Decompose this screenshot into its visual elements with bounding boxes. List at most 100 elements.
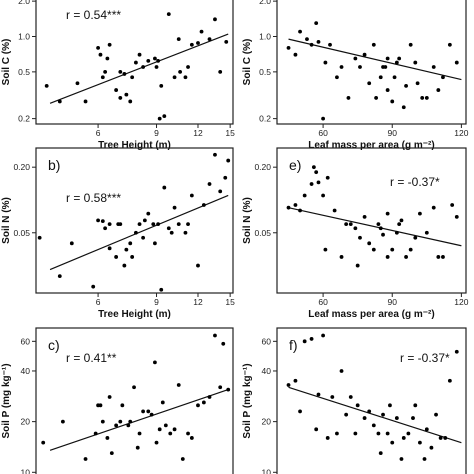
data-point — [346, 96, 351, 100]
data-point — [454, 349, 459, 354]
data-point — [166, 226, 171, 231]
data-point — [180, 457, 185, 461]
data-point — [378, 226, 383, 231]
data-point — [176, 383, 181, 387]
data-point — [443, 436, 448, 440]
correlation-label: r = 0.54*** — [66, 8, 121, 22]
data-point — [213, 17, 217, 22]
data-point — [424, 230, 429, 235]
data-point — [114, 255, 119, 259]
correlation-label: r = -0.37* — [390, 175, 440, 189]
data-point — [325, 436, 330, 440]
data-point — [128, 99, 133, 104]
x-axis-label: Tree Height (m) — [98, 140, 171, 151]
data-point — [160, 400, 165, 405]
data-point — [321, 116, 325, 121]
data-point — [118, 419, 123, 424]
data-point — [293, 203, 298, 207]
data-point — [293, 378, 298, 383]
data-point — [107, 222, 112, 227]
data-point — [358, 65, 362, 69]
data-point — [415, 81, 420, 86]
data-point — [309, 337, 314, 341]
data-point — [207, 37, 212, 42]
data-point — [321, 333, 325, 338]
x-tick-label: 90 — [388, 297, 398, 307]
data-point — [328, 42, 332, 47]
data-point — [401, 436, 406, 440]
data-point — [450, 203, 455, 207]
x-tick-label: 6 — [96, 128, 101, 138]
data-point — [309, 42, 314, 47]
data-point — [335, 431, 339, 436]
x-tick-label: 60 — [318, 297, 328, 307]
data-point — [128, 241, 133, 246]
data-point — [399, 457, 404, 461]
data-point — [105, 436, 110, 440]
data-point — [109, 451, 114, 456]
y-tick-label: 10 — [21, 467, 31, 474]
data-point — [149, 412, 154, 417]
data-point — [189, 436, 194, 440]
data-point — [172, 75, 177, 80]
data-point — [162, 114, 167, 119]
data-point — [454, 60, 459, 65]
data-point — [114, 423, 119, 428]
data-point — [399, 218, 404, 223]
data-point — [218, 189, 223, 194]
y-tick-label: 0.5 — [18, 67, 30, 77]
data-point — [201, 203, 206, 207]
data-point — [218, 69, 223, 74]
data-point — [75, 81, 80, 86]
data-point — [60, 419, 65, 424]
data-point — [371, 423, 376, 428]
data-point — [130, 75, 135, 80]
x-axis-label: Tree Height (m) — [98, 309, 171, 320]
data-point — [107, 42, 112, 47]
plot-frame — [276, 327, 467, 474]
y-axis-label: Soil P (mg kg⁻¹) — [1, 363, 12, 438]
data-point — [154, 65, 159, 69]
data-point — [151, 222, 156, 227]
data-point — [196, 41, 200, 45]
panel-f: 10 20 40 60 Soil P (mg kg⁻¹) f) r = -0.37* — [242, 327, 467, 474]
x-tick-label: 120 — [454, 297, 468, 307]
panel-label: c) — [48, 337, 60, 353]
y-axis-label: Soil P (mg kg⁻¹) — [242, 363, 253, 438]
data-point — [332, 208, 337, 213]
data-point — [390, 99, 395, 104]
data-point — [83, 457, 88, 461]
data-point — [157, 427, 162, 432]
data-point — [153, 241, 157, 246]
data-point — [447, 42, 452, 47]
data-point — [431, 205, 436, 210]
data-point — [434, 412, 438, 417]
data-point — [397, 56, 402, 61]
correlation-label: r = -0.37* — [400, 351, 450, 365]
x-tick-label: 120 — [454, 128, 468, 138]
data-point — [168, 431, 173, 436]
data-point — [302, 339, 307, 344]
data-point — [128, 419, 133, 424]
panel-d: 0.2 0.5 1.0 2.0 60 90 120 Leaf mass per area (g… — [242, 0, 469, 151]
regression-line — [288, 386, 462, 444]
y-tick-label: 0.5 — [259, 67, 271, 77]
data-point — [362, 416, 367, 420]
data-point — [122, 72, 127, 76]
data-point — [293, 52, 298, 57]
data-point — [404, 255, 408, 259]
data-point — [344, 222, 349, 227]
data-point — [411, 416, 415, 420]
data-point — [103, 226, 108, 231]
y-axis-label: Soil N (%) — [242, 197, 253, 244]
data-point — [37, 235, 42, 240]
data-point — [107, 395, 112, 399]
y-axis-label: Soil C (%) — [242, 39, 253, 86]
regression-line — [288, 38, 462, 81]
x-tick-label: 12 — [193, 128, 203, 138]
data-point — [183, 75, 188, 80]
data-point — [98, 403, 103, 408]
regression-line — [49, 389, 229, 451]
data-point — [371, 42, 376, 47]
data-point — [213, 152, 217, 157]
